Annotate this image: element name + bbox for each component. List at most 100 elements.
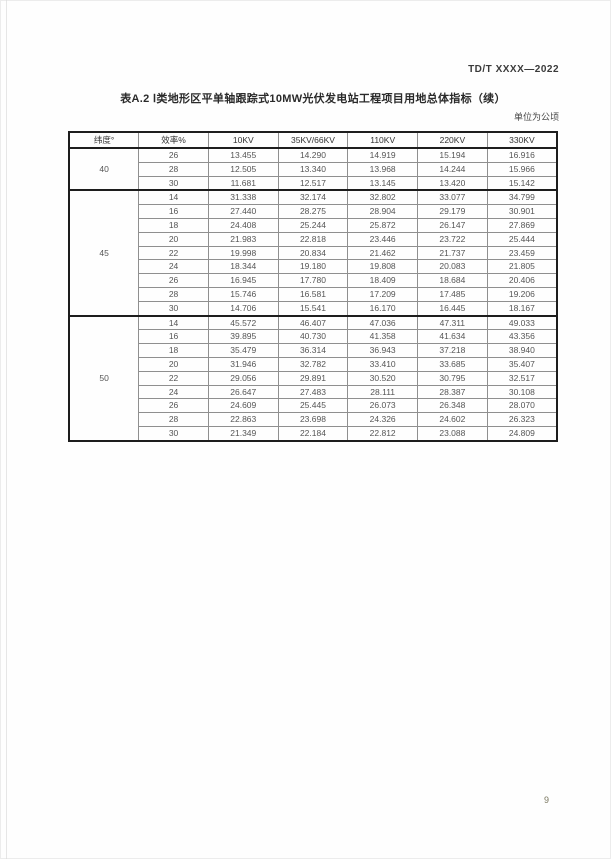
value-cell: 22.818 [277, 231, 349, 247]
value-cell: 30.108 [486, 384, 558, 400]
value-cell: 15.746 [207, 286, 279, 302]
value-cell: 47.036 [347, 315, 419, 331]
value-cell: 26.073 [347, 398, 419, 414]
table-row: 20 21.983 22.818 23.446 23.722 25.444 [69, 231, 558, 247]
land-use-index-table: 纬度° 效率% 10KV 35KV/66KV 110KV 220KV 330KV 40 26 1… [68, 131, 558, 442]
value-cell: 47.311 [417, 315, 488, 331]
latitude-cell: 45 [68, 189, 140, 317]
table-row: 22 29.056 29.891 30.520 30.795 32.517 [69, 370, 558, 386]
table-row: 24 26.647 27.483 28.111 28.387 30.108 [69, 384, 558, 400]
value-cell: 26.348 [417, 398, 488, 414]
value-cell: 12.505 [207, 161, 279, 177]
value-cell: 36.943 [347, 343, 419, 358]
value-cell: 29.056 [207, 370, 279, 386]
value-cell: 12.517 [277, 175, 349, 192]
table-row: 22 19.998 20.834 21.462 21.737 23.459 [69, 245, 558, 261]
value-cell: 21.737 [417, 245, 488, 261]
value-cell: 17.780 [277, 273, 349, 288]
value-cell: 16.170 [347, 300, 419, 317]
value-cell: 22.863 [207, 412, 279, 427]
table-row: 28 22.863 23.698 24.326 24.602 26.323 [69, 412, 558, 427]
value-cell: 29.179 [417, 204, 488, 219]
value-cell: 26.323 [486, 412, 558, 427]
value-cell: 28.070 [486, 398, 558, 414]
value-cell: 18.344 [207, 259, 279, 275]
value-cell: 32.802 [347, 189, 419, 206]
value-cell: 13.455 [207, 147, 279, 163]
table-row: 24 18.344 19.180 19.808 20.083 21.805 [69, 259, 558, 275]
value-cell: 28.387 [417, 384, 488, 400]
efficiency-cell: 28 [138, 161, 209, 177]
efficiency-cell: 18 [138, 343, 209, 358]
value-cell: 45.572 [207, 315, 279, 331]
value-cell: 33.077 [417, 189, 488, 206]
value-cell: 35.407 [486, 356, 558, 372]
table-row: 28 15.746 16.581 17.209 17.485 19.206 [69, 286, 558, 302]
value-cell: 19.808 [347, 259, 419, 275]
efficiency-cell: 26 [138, 398, 209, 414]
table-row: 18 24.408 25.244 25.872 26.147 27.869 [69, 217, 558, 233]
value-cell: 39.895 [207, 329, 279, 345]
value-cell: 41.634 [417, 329, 488, 345]
value-cell: 18.167 [486, 300, 558, 317]
value-cell: 28.275 [277, 204, 349, 219]
value-cell: 23.698 [277, 412, 349, 427]
value-cell: 15.194 [417, 147, 488, 163]
value-cell: 33.410 [347, 356, 419, 372]
efficiency-cell: 14 [138, 315, 209, 331]
value-cell: 32.517 [486, 370, 558, 386]
table-row: 26 16.945 17.780 18.409 18.684 20.406 [69, 273, 558, 288]
table-row: 16 27.440 28.275 28.904 29.179 30.901 [69, 204, 558, 219]
value-cell: 15.966 [486, 161, 558, 177]
value-cell: 31.946 [207, 356, 279, 372]
value-cell: 25.872 [347, 217, 419, 233]
value-cell: 32.174 [277, 189, 349, 206]
table-row: 50 14 45.572 46.407 47.036 47.311 49.033 [68, 315, 558, 442]
table-row: 30 14.706 15.541 16.170 16.445 18.167 [69, 300, 558, 317]
column-header: 110KV [347, 131, 419, 149]
table-row: 18 35.479 36.314 36.943 37.218 38.940 [69, 343, 558, 358]
value-cell: 16.581 [277, 286, 349, 302]
value-cell: 28.904 [347, 204, 419, 219]
value-cell: 22.812 [347, 425, 419, 442]
value-cell: 46.407 [277, 315, 349, 331]
value-cell: 16.945 [207, 273, 279, 288]
value-cell: 40.730 [277, 329, 349, 345]
table-body: 40 26 13.455 14.290 14.919 15.194 16.916 28 12.5… [68, 147, 558, 442]
value-cell: 13.340 [277, 161, 349, 177]
efficiency-cell: 16 [138, 204, 209, 219]
value-cell: 15.142 [486, 175, 558, 192]
value-cell: 24.609 [207, 398, 279, 414]
value-cell: 24.809 [486, 425, 558, 442]
value-cell: 13.968 [347, 161, 419, 177]
value-cell: 30.795 [417, 370, 488, 386]
value-cell: 23.088 [417, 425, 488, 442]
table-row: 40 26 13.455 14.290 14.919 15.194 16.916 [68, 147, 558, 192]
value-cell: 16.916 [486, 147, 558, 163]
value-cell: 21.462 [347, 245, 419, 261]
value-cell: 26.647 [207, 384, 279, 400]
table-row: 28 12.505 13.340 13.968 14.244 15.966 [69, 161, 558, 177]
value-cell: 32.782 [277, 356, 349, 372]
value-cell: 30.901 [486, 204, 558, 219]
value-cell: 33.685 [417, 356, 488, 372]
efficiency-cell: 22 [138, 370, 209, 386]
column-header: 220KV [417, 131, 488, 149]
efficiency-cell: 16 [138, 329, 209, 345]
value-cell: 18.684 [417, 273, 488, 288]
column-header: 效率% [138, 131, 209, 149]
value-cell: 20.406 [486, 273, 558, 288]
value-cell: 36.314 [277, 343, 349, 358]
latitude-cell: 50 [68, 315, 140, 442]
table-title: 表A.2 Ⅰ类地形区平单轴跟踪式10MW光伏发电站工程项目用地总体指标（续） [120, 93, 506, 105]
value-cell: 14.290 [277, 147, 349, 163]
value-cell: 34.799 [486, 189, 558, 206]
table-row: 20 31.946 32.782 33.410 33.685 35.407 [69, 356, 558, 372]
value-cell: 18.409 [347, 273, 419, 288]
value-cell: 13.145 [347, 175, 419, 192]
value-cell: 19.180 [277, 259, 349, 275]
column-header: 纬度° [68, 131, 140, 149]
value-cell: 22.184 [277, 425, 349, 442]
value-cell: 27.483 [277, 384, 349, 400]
